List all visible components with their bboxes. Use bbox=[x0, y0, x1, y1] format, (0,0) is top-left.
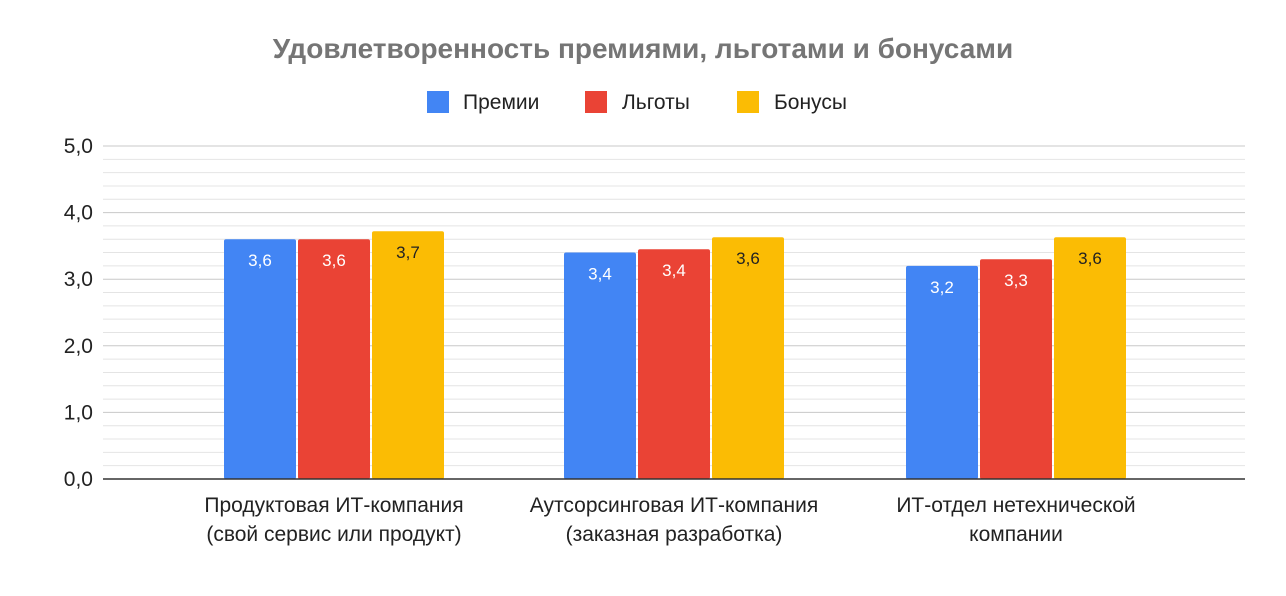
data-label: 3,6 bbox=[1078, 249, 1102, 268]
y-tick-label: 2,0 bbox=[64, 335, 93, 358]
legend-swatch bbox=[427, 91, 449, 113]
x-axis: Продуктовая ИТ-компания (свой сервис или … bbox=[103, 478, 1245, 546]
bar bbox=[712, 237, 784, 479]
data-label: 3,4 bbox=[588, 265, 612, 284]
legend-swatch bbox=[585, 91, 607, 113]
legend: Премии Льготы Бонусы bbox=[427, 91, 847, 114]
data-label: 3,6 bbox=[248, 251, 272, 270]
x-category-label: Продуктовая ИТ-компания bbox=[204, 494, 463, 517]
data-label: 3,6 bbox=[736, 249, 760, 268]
data-label: 3,3 bbox=[1004, 271, 1028, 290]
x-category-label: Аутсорсинговая ИТ-компания bbox=[530, 494, 818, 517]
bar bbox=[906, 265, 978, 479]
bar bbox=[224, 239, 296, 479]
legend-swatch bbox=[737, 91, 759, 113]
legend-label: Премии bbox=[463, 91, 539, 114]
bars bbox=[224, 231, 1126, 479]
bar bbox=[564, 252, 636, 479]
y-tick-label: 0,0 bbox=[64, 468, 93, 491]
data-labels: 3,6 3,6 3,7 3,4 3,4 3,6 3,2 3,3 3,6 bbox=[248, 243, 1102, 297]
x-category-label: (свой сервис или продукт) bbox=[206, 523, 461, 546]
bar bbox=[980, 259, 1052, 479]
x-category-label: ИТ-отдел нетехнической bbox=[896, 494, 1135, 517]
x-category-label: (заказная разработка) bbox=[566, 523, 783, 546]
bar bbox=[638, 249, 710, 479]
legend-label: Бонусы bbox=[774, 91, 847, 114]
data-label: 3,4 bbox=[662, 261, 686, 280]
bar bbox=[372, 231, 444, 479]
bar bbox=[298, 239, 370, 479]
legend-label: Льготы bbox=[622, 91, 690, 114]
data-label: 3,6 bbox=[322, 251, 346, 270]
y-tick-label: 4,0 bbox=[64, 202, 93, 225]
data-label: 3,2 bbox=[930, 278, 954, 297]
bar bbox=[1054, 237, 1126, 479]
data-label: 3,7 bbox=[396, 243, 420, 262]
y-tick-label: 1,0 bbox=[64, 401, 93, 424]
x-category-label: компании bbox=[969, 523, 1063, 546]
y-tick-label: 5,0 bbox=[64, 135, 93, 158]
chart-title: Удовлетворенность премиями, льготами и б… bbox=[273, 33, 1013, 64]
y-tick-label: 3,0 bbox=[64, 268, 93, 291]
y-axis: 0,0 1,0 2,0 3,0 4,0 5,0 bbox=[64, 135, 93, 491]
